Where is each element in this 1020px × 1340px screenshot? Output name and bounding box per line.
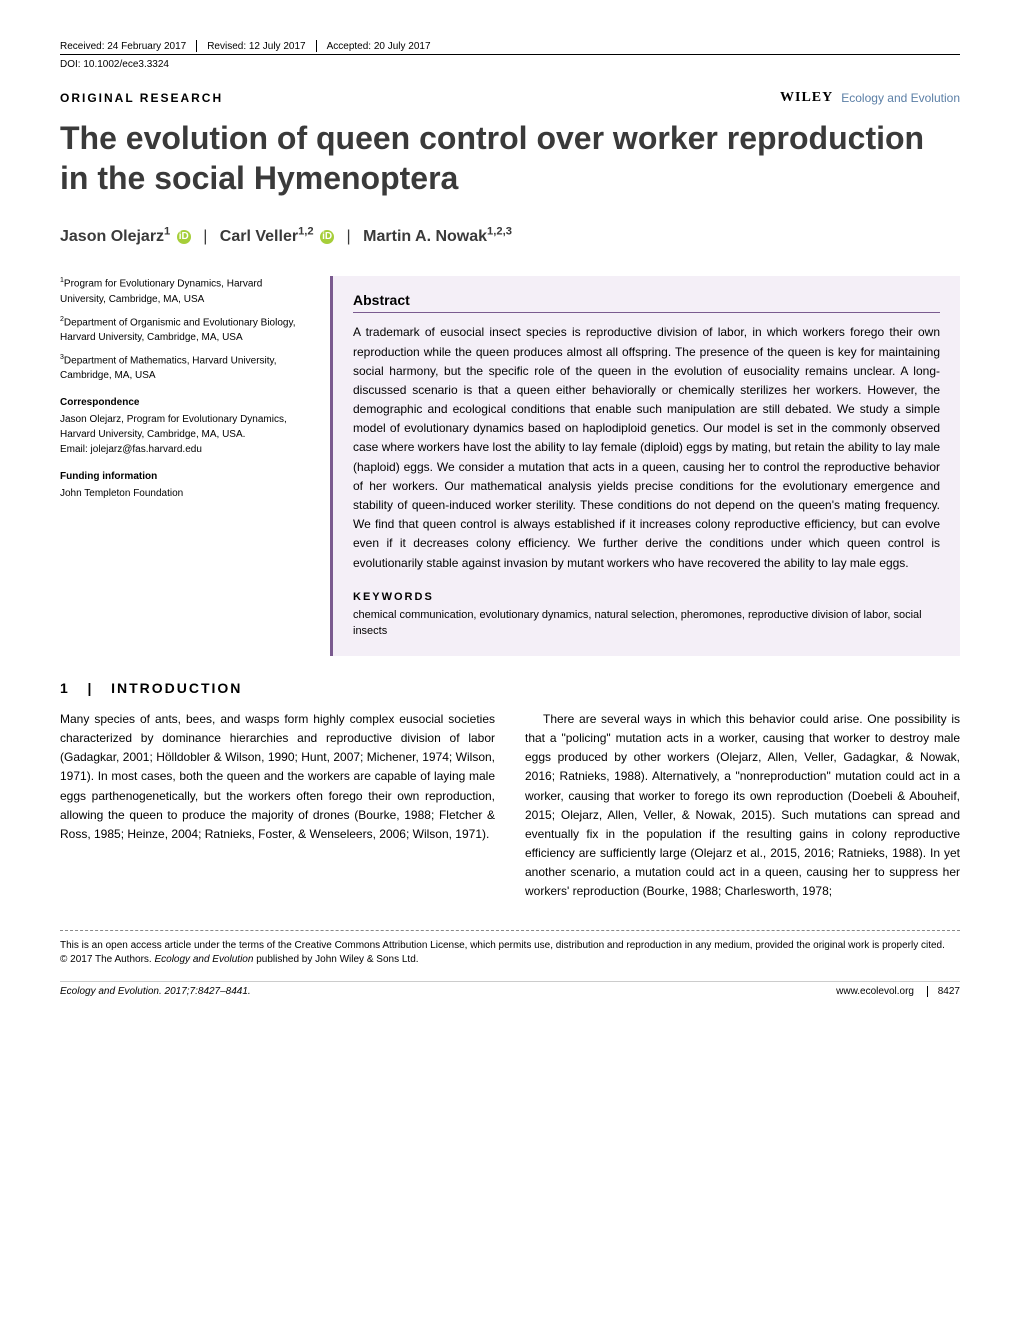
body-column-left: Many species of ants, bees, and wasps fo… [60,710,495,912]
author-1-name: Jason Olejarz [60,228,164,245]
keywords-body: chemical communication, evolutionary dyn… [353,607,940,640]
affiliation-1: 1Program for Evolutionary Dynamics, Harv… [60,276,300,306]
page-number: 8427 [927,986,960,997]
article-title: The evolution of queen control over work… [60,118,960,198]
affiliations-sidebar: 1Program for Evolutionary Dynamics, Harv… [60,276,300,655]
body-column-right: There are several ways in which this beh… [525,710,960,912]
footer-right: www.ecolevol.org 8427 [836,986,960,997]
author-1: Jason Olejarz1 [60,228,170,245]
correspondence-email: Email: jolejarz@fas.harvard.edu [60,442,300,457]
page-footer: Ecology and Evolution. 2017;7:8427–8441.… [60,981,960,997]
author-2-name: Carl Veller [220,228,298,245]
body-text: Many species of ants, bees, and wasps fo… [60,710,960,912]
journal-brand: WILEY Ecology and Evolution [780,90,960,106]
author-separator: | [203,228,207,245]
orcid-icon: iD [320,230,334,244]
footer-citation: Ecology and Evolution. 2017;7:8427–8441. [60,986,251,997]
doi: DOI: 10.1002/ece3.3324 [60,59,960,70]
keywords-heading: KEYWORDS [353,591,940,603]
journal-name: Ecology and Evolution [841,91,960,105]
article-type: ORIGINAL RESEARCH [60,91,223,105]
author-2: Carl Veller1,2 [220,228,314,245]
license-line-2: © 2017 The Authors. Ecology and Evolutio… [60,953,960,967]
affiliation-3: 3Department of Mathematics, Harvard Univ… [60,353,300,383]
accepted-date: Accepted: 20 July 2017 [327,41,431,52]
author-1-affil: 1 [164,226,170,238]
license-divider [60,930,960,931]
author-2-affil: 1,2 [298,226,314,238]
revised-date: Revised: 12 July 2017 [207,41,305,52]
author-separator: | [347,228,351,245]
section-1-heading: 1 | INTRODUCTION [60,680,960,696]
wiley-logo: WILEY [780,90,833,106]
correspondence-heading: Correspondence [60,395,300,410]
author-3-affil: 1,2,3 [487,226,512,238]
abstract-body: A trademark of eusocial insect species i… [353,323,940,572]
footer-url: www.ecolevol.org [836,986,914,997]
abstract-heading: Abstract [353,292,940,313]
paragraph: There are several ways in which this beh… [525,710,960,902]
orcid-icon: iD [177,230,191,244]
separator [316,40,317,52]
funding-body: John Templeton Foundation [60,486,300,501]
correspondence-body: Jason Olejarz, Program for Evolutionary … [60,412,300,442]
license-line-1: This is an open access article under the… [60,939,960,953]
license-text: This is an open access article under the… [60,939,960,967]
abstract-box: Abstract A trademark of eusocial insect … [330,276,960,655]
author-3: Martin A. Nowak1,2,3 [363,228,512,245]
section-title: INTRODUCTION [111,680,242,696]
affiliation-2: 2Department of Organismic and Evolutiona… [60,315,300,345]
section-number: 1 [60,680,70,696]
funding-heading: Funding information [60,469,300,484]
received-date: Received: 24 February 2017 [60,41,186,52]
author-3-name: Martin A. Nowak [363,228,487,245]
separator [196,40,197,52]
section-separator: | [87,680,93,696]
paragraph: Many species of ants, bees, and wasps fo… [60,710,495,844]
author-list: Jason Olejarz1 iD | Carl Veller1,2 iD | … [60,226,960,246]
